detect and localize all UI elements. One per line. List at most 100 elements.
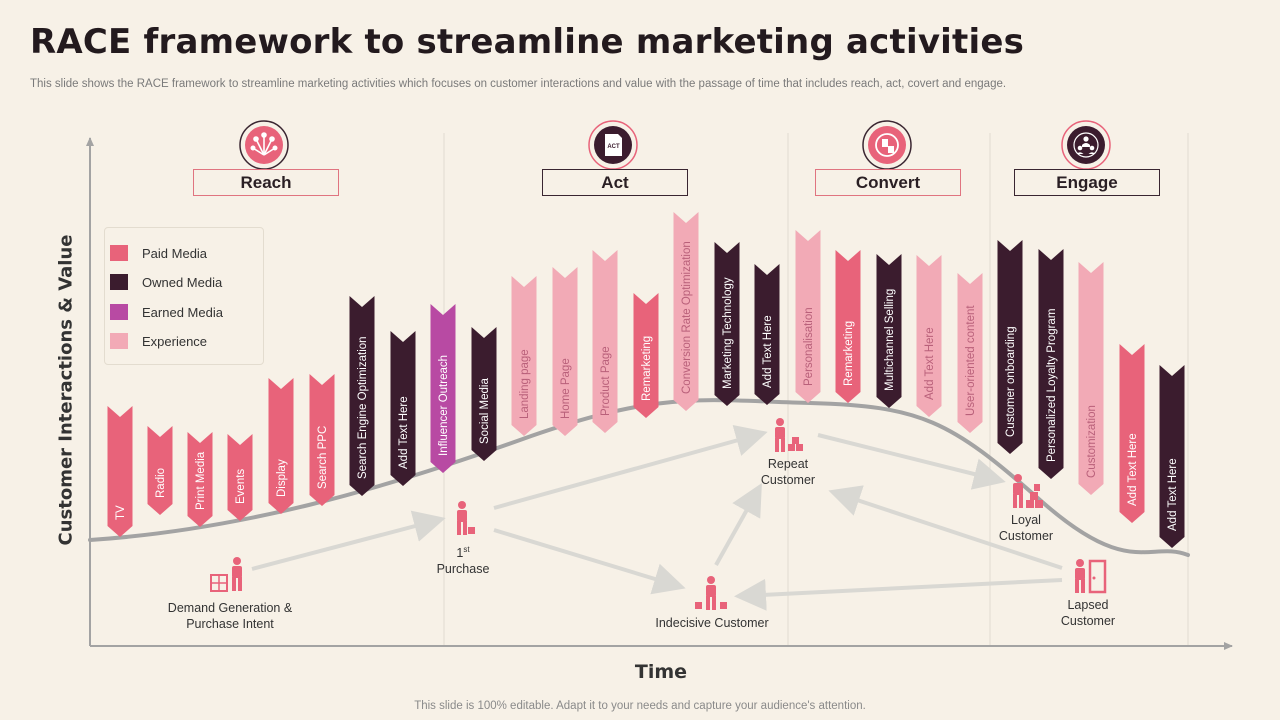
banner-shape — [673, 212, 699, 411]
banner-paid: Remarketing — [633, 293, 659, 418]
banner-label: User-oriented content — [965, 305, 977, 416]
banner-owned: Social Media — [471, 327, 497, 461]
banner-label: Print Media — [195, 451, 207, 510]
banner-shape — [957, 273, 983, 433]
banner-label: Add Text Here — [398, 396, 410, 469]
banner-shape — [754, 264, 780, 405]
banner-label: Search PPC — [317, 426, 329, 489]
stage-demand: Demand Generation & Purchase Intent — [168, 600, 292, 632]
journey-arrows — [251, 425, 1063, 611]
banner-shape — [1119, 344, 1145, 523]
stage-line: Repeat — [767, 457, 809, 471]
banner-label: Add Text Here — [1167, 458, 1179, 531]
page-title: RACE framework to streamline marketing a… — [30, 22, 1025, 62]
legend-label: Experience — [142, 333, 208, 349]
stage-indecisive: Indecisive Customer — [655, 615, 768, 631]
banner-paid: Display — [268, 378, 294, 514]
banner-paid: Search PPC — [309, 374, 335, 506]
page-subtitle: This slide shows the RACE framework to s… — [30, 78, 1007, 90]
legend-item-owned: Owned Media — [110, 273, 222, 291]
arrow-purchase-to-indecisive — [493, 528, 686, 595]
banner-label: Add Text Here — [924, 327, 936, 400]
banner-paid: TV — [107, 406, 133, 537]
banner-owned: Marketing Technology — [714, 242, 740, 406]
banner-experience: Product Page — [592, 250, 618, 433]
banner-experience: Personalisation — [795, 230, 821, 403]
banner-label: Display — [276, 459, 288, 497]
banner-shape — [390, 331, 416, 486]
banner-shape — [268, 378, 294, 514]
conversion-icon — [862, 120, 912, 170]
banner-group: TV Radio Print Media Events Display Search PP… — [107, 212, 1185, 548]
act-document-icon: ACT — [588, 120, 638, 170]
banner-paid: Events — [227, 434, 253, 521]
legend-label: Paid Media — [142, 245, 208, 261]
legend-swatch — [110, 245, 128, 261]
legend-label: Earned Media — [142, 304, 223, 320]
banner-label: Home Page — [560, 358, 572, 419]
legend: Paid Media Owned Media Earned Media Expe… — [104, 227, 264, 365]
person-icons — [210, 418, 1107, 610]
banner-label: Add Text Here — [1127, 433, 1139, 506]
banner-shape — [1159, 365, 1185, 548]
banner-owned: Customer onboarding — [997, 240, 1023, 454]
loyal-person-icon — [1013, 474, 1043, 508]
ordinal: 1 — [456, 546, 464, 561]
phase-act: Act — [542, 169, 688, 196]
first-purchase-person-icon — [457, 501, 475, 535]
banner-label: Radio — [155, 468, 167, 498]
banner-owned: Add Text Here — [754, 264, 780, 405]
banner-paid: Radio — [147, 426, 173, 515]
banner-owned: Multichannel Selling — [876, 254, 902, 408]
phase-reach: Reach — [193, 169, 339, 196]
banner-label: Events — [235, 469, 247, 504]
banner-label: Conversion Rate Optimization — [681, 241, 693, 394]
lapsed-person-icon — [1075, 559, 1107, 594]
phase-icons: ACT — [239, 120, 1111, 170]
banner-shape — [309, 374, 335, 506]
banner-label: Remarketing — [843, 321, 855, 386]
indecisive-person-icon — [695, 576, 727, 610]
act-icon-text: ACT — [607, 144, 620, 150]
banner-shape — [227, 434, 253, 521]
ordinal-suffix: st — [463, 545, 470, 554]
arrow-lapsed-to-indecisive — [734, 578, 1063, 611]
arrow-demand-to-purchase — [251, 510, 446, 571]
banner-label: Customer onboarding — [1005, 326, 1017, 437]
value-curve — [88, 398, 1190, 557]
banner-shape — [430, 304, 456, 473]
x-axis-label: Time — [634, 661, 688, 683]
stage-line: Lapsed — [1067, 598, 1109, 612]
stage-lapsed: Lapsed Customer — [1061, 597, 1115, 629]
banner-label: Influencer Outreach — [438, 355, 450, 456]
phase-convert: Convert — [815, 169, 961, 196]
legend-item-earned: Earned Media — [110, 303, 223, 321]
demand-person-icon — [210, 557, 242, 592]
banner-shape — [997, 240, 1023, 454]
banner-shape — [511, 276, 537, 436]
banner-shape — [876, 254, 902, 408]
banner-label: TV — [115, 505, 127, 520]
banner-paid: Print Media — [187, 432, 213, 527]
banner-experience: Home Page — [552, 267, 578, 436]
banner-label: Customization — [1086, 405, 1098, 478]
banner-experience: Conversion Rate Optimization — [673, 212, 699, 411]
banner-shape — [795, 230, 821, 403]
banner-label: Landing page — [519, 349, 531, 419]
banner-owned: Search Engine Optimization — [349, 296, 375, 496]
banner-paid: Add Text Here — [1119, 344, 1145, 523]
banner-experience: Add Text Here — [916, 255, 942, 417]
legend-swatch — [110, 274, 128, 290]
repeat-person-icon — [775, 418, 803, 452]
banner-label: Marketing Technology — [722, 277, 734, 389]
stage-repeat: Repeat Customer — [761, 456, 815, 488]
phase-engage: Engage — [1014, 169, 1160, 196]
stage-line: Customer — [760, 473, 816, 487]
y-axis-label: Customer Interactions & Value — [55, 234, 77, 546]
stage-line: Purchase Intent — [186, 617, 274, 631]
banner-owned: Personalized Loyalty Program — [1038, 249, 1064, 479]
stage-line: Customer — [998, 529, 1054, 543]
banner-paid: Remarketing — [835, 250, 861, 403]
banner-label: Personalized Loyalty Program — [1046, 309, 1058, 462]
